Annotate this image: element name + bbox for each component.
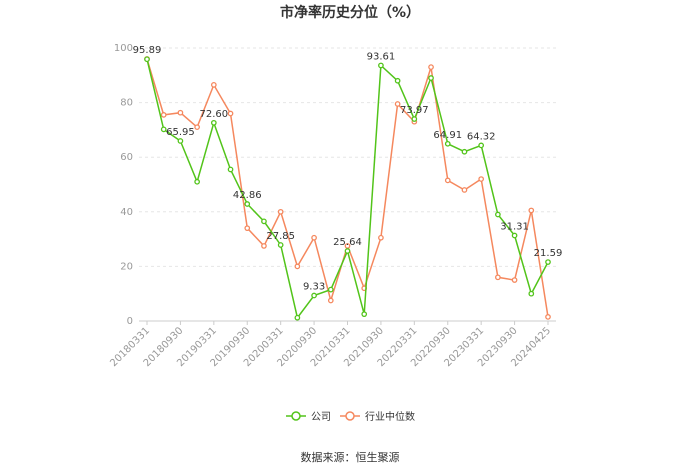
- data-point: [528, 207, 535, 214]
- data-point: [327, 286, 334, 293]
- series-line-0: [146, 59, 549, 320]
- data-point: [344, 248, 351, 254]
- data-point: [411, 116, 418, 122]
- data-point: [210, 119, 217, 126]
- data-point: [177, 138, 184, 144]
- data-point: [528, 290, 535, 297]
- y-tick-label: 40: [120, 207, 133, 218]
- data-point: [461, 187, 468, 193]
- data-point: [261, 218, 267, 225]
- y-tick-label: 0: [127, 316, 133, 327]
- source-note: 数据来源：恒生聚源: [301, 450, 400, 464]
- y-tick-label: 60: [120, 152, 133, 163]
- data-point: [277, 242, 284, 248]
- data-label: 95.89: [133, 45, 162, 56]
- data-point: [244, 225, 251, 232]
- data-point: [511, 277, 518, 283]
- data-label: 65.95: [166, 127, 195, 138]
- chart-title: 市净率历史分位（%）: [280, 4, 420, 21]
- legend-swatch-marker: [345, 411, 355, 421]
- data-label: 9.33: [303, 282, 325, 293]
- grid: [139, 47, 556, 322]
- data-point: [394, 101, 401, 107]
- series-layer: [144, 56, 551, 321]
- data-point: [545, 259, 551, 265]
- data-labels: 95.89 65.95 72.60 42.86 27.85 9.33 25.64 93.61 7…: [133, 45, 563, 292]
- data-label: 72.60: [200, 109, 229, 120]
- legend-label: 公司: [311, 412, 331, 423]
- data-point: [311, 234, 317, 241]
- data-point: [394, 77, 401, 84]
- data-point: [444, 177, 451, 184]
- legend-swatch-marker: [291, 411, 301, 421]
- y-tick-label: 20: [120, 261, 133, 272]
- y-tick-label: 100: [114, 43, 133, 54]
- series-line-1: [146, 58, 549, 318]
- data-point: [428, 64, 434, 70]
- data-point: [277, 208, 284, 215]
- data-label: 64.32: [467, 131, 496, 142]
- data-label: 25.64: [333, 237, 362, 248]
- data-point: [294, 263, 301, 270]
- data-point: [210, 82, 217, 88]
- y-axis: 0 20 40 60 80 100: [114, 43, 133, 327]
- data-point: [194, 124, 200, 131]
- data-point: [177, 109, 184, 116]
- data-point: [495, 211, 501, 218]
- data-point: [478, 142, 485, 149]
- data-label: 42.86: [233, 190, 262, 201]
- data-point: [227, 110, 234, 117]
- data-point: [160, 126, 167, 133]
- x-axis: 2018033120180930201903312019093020200331…: [108, 320, 556, 369]
- data-point: [244, 201, 251, 207]
- data-point: [194, 178, 200, 185]
- data-point: [144, 56, 150, 63]
- data-point: [444, 140, 451, 147]
- data-label: 73.97: [400, 105, 429, 116]
- data-point: [545, 314, 551, 320]
- legend: 公司 行业中位数: [286, 410, 415, 423]
- data-point: [160, 112, 167, 118]
- data-point: [461, 148, 468, 155]
- data-point: [327, 297, 334, 304]
- data-point: [511, 232, 518, 239]
- data-point: [478, 176, 485, 182]
- data-label: 31.31: [500, 222, 529, 233]
- data-point: [261, 243, 267, 249]
- y-tick-label: 80: [120, 98, 133, 109]
- data-label: 64.91: [433, 130, 462, 141]
- data-label: 21.59: [534, 248, 563, 259]
- data-point: [294, 314, 301, 321]
- data-point: [344, 243, 351, 249]
- data-point: [378, 62, 384, 69]
- data-label: 27.85: [266, 231, 295, 242]
- legend-label: 行业中位数: [365, 410, 415, 423]
- data-point: [378, 234, 384, 241]
- data-point: [361, 311, 368, 318]
- data-point: [311, 292, 317, 299]
- data-point: [227, 166, 234, 173]
- data-point: [428, 75, 434, 81]
- data-point: [495, 274, 501, 281]
- data-label: 93.61: [367, 51, 396, 62]
